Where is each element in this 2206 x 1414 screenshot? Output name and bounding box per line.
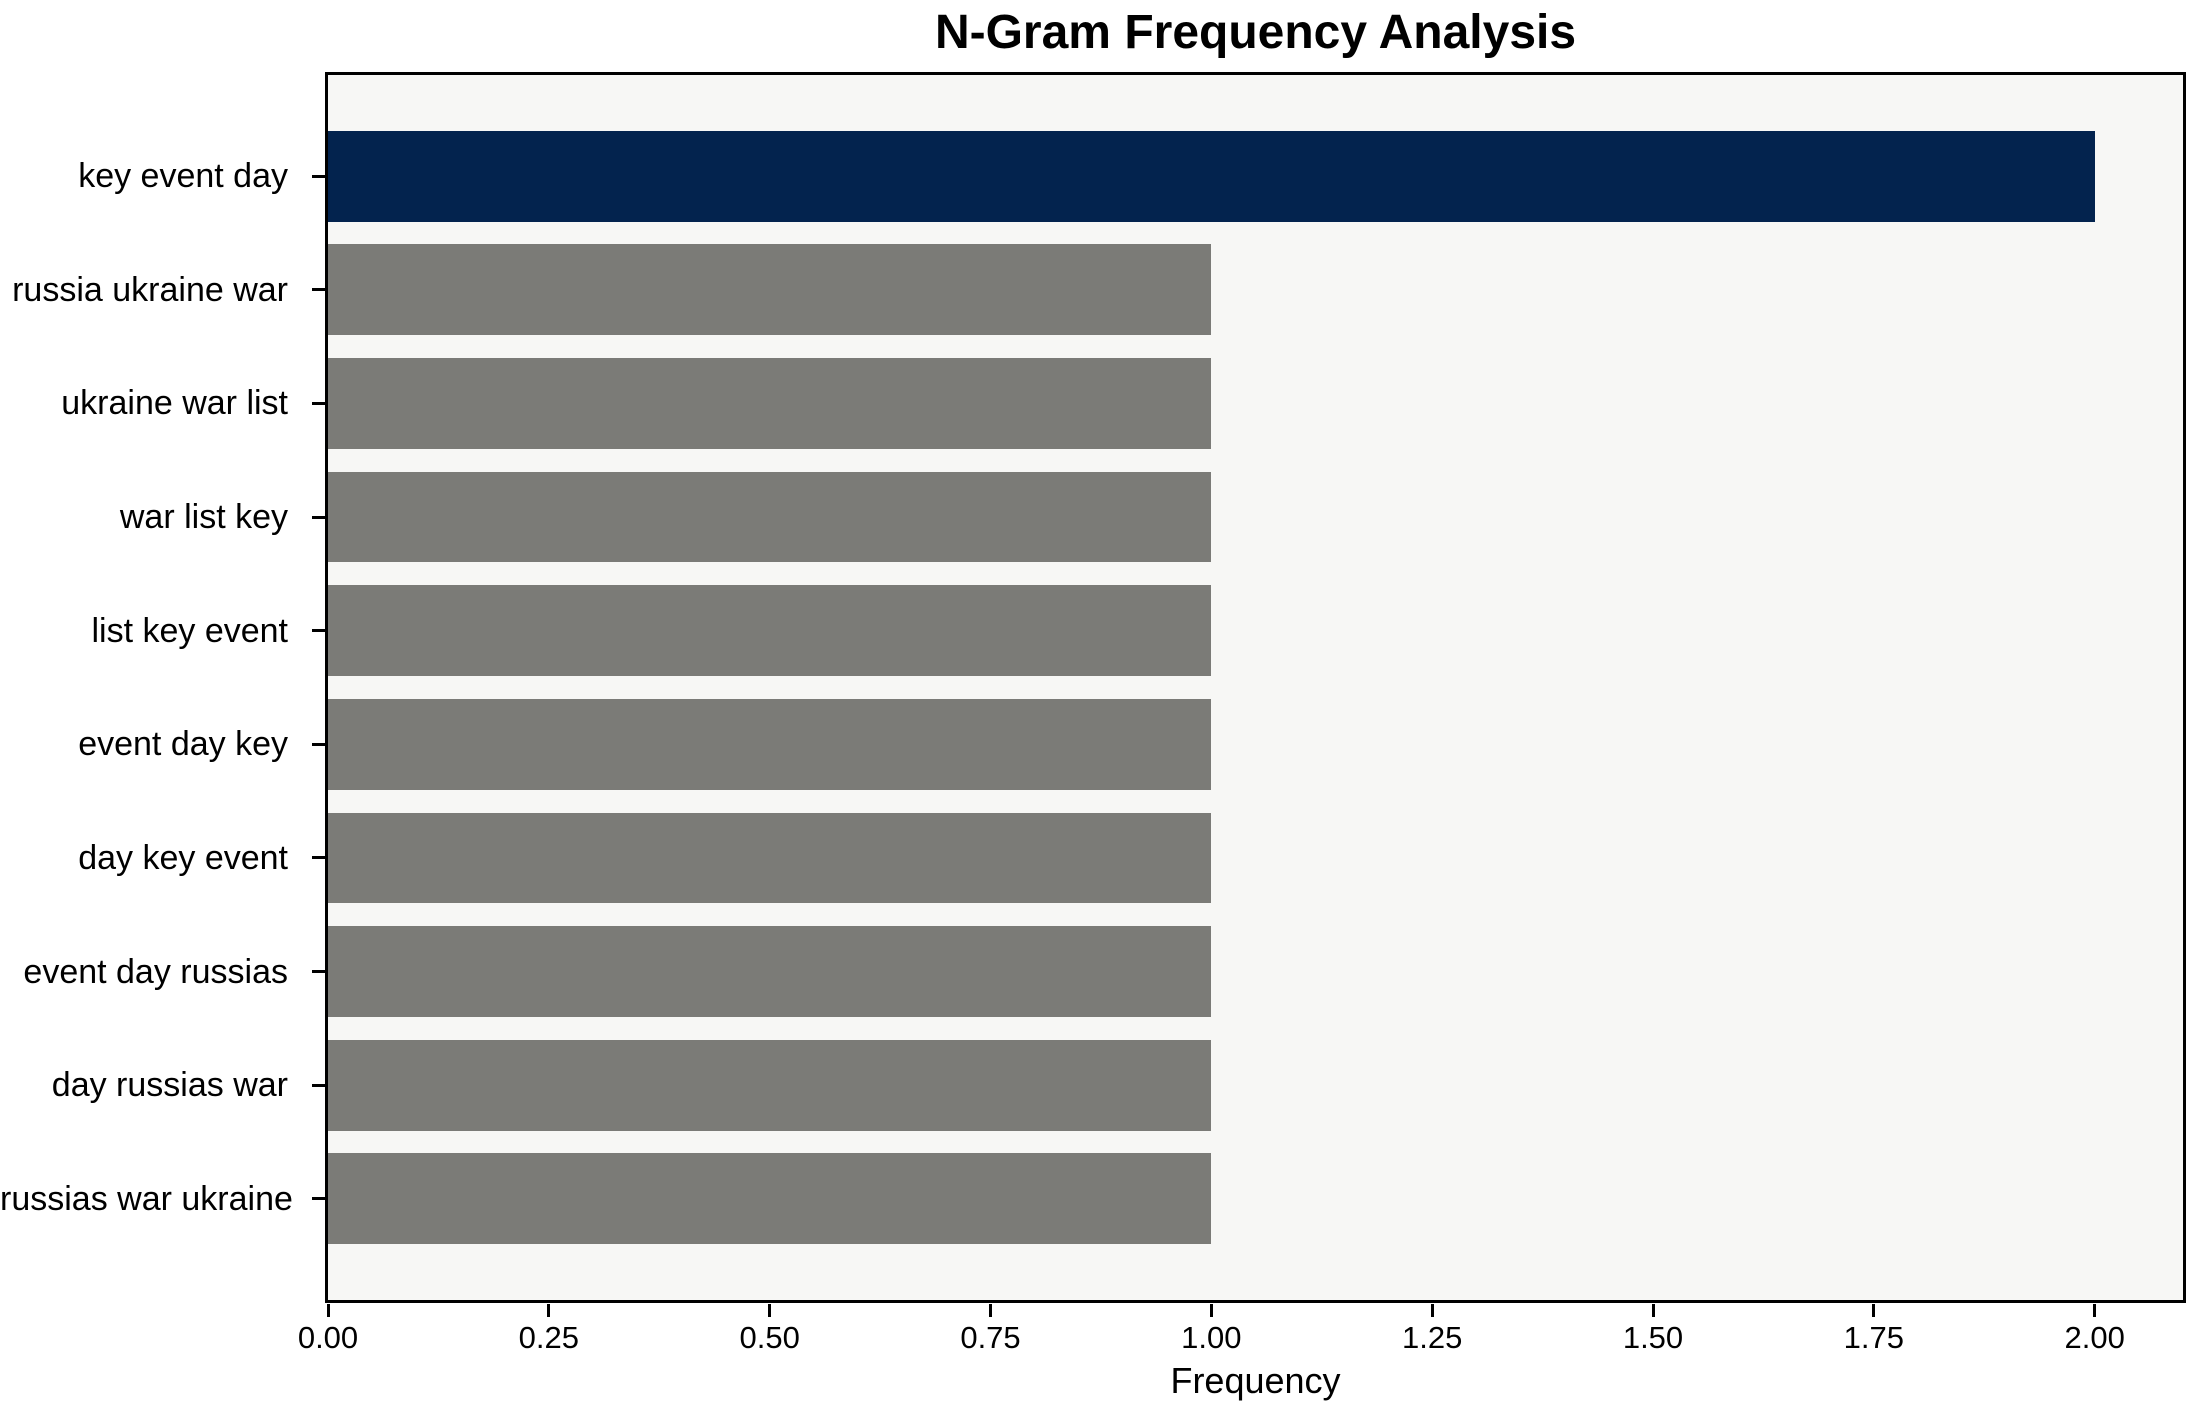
y-tick-label: key event day (78, 157, 288, 196)
x-axis-label: Frequency (1170, 1360, 1341, 1401)
x-tick-mark (768, 1304, 772, 1317)
y-tick-label: day russias war (51, 1066, 288, 1105)
y-tick-label: event day russias (23, 952, 288, 991)
bar-event-day-key (328, 698, 1212, 790)
x-tick-label: 0.00 (297, 1320, 359, 1355)
y-tick-label: russias war ukraine (0, 1179, 293, 1218)
bar-event-day-russias (328, 926, 1212, 1018)
x-tick-mark (1430, 1304, 1434, 1317)
y-tick-label: list key event (91, 611, 288, 650)
bar-russias-war-ukraine (328, 1153, 1212, 1245)
x-tick-label: 0.25 (518, 1320, 579, 1355)
y-tick-mark (312, 1197, 325, 1201)
x-tick-mark (1209, 1304, 1213, 1317)
bar-list-key-event (328, 585, 1212, 677)
x-tick-label: 0.50 (739, 1320, 800, 1355)
x-tick-label: 2.00 (2064, 1320, 2125, 1355)
y-tick-label: war list key (119, 498, 288, 537)
y-tick-mark (312, 629, 325, 633)
x-tick-label: 1.50 (1622, 1320, 1684, 1355)
x-tick-mark (547, 1304, 551, 1317)
y-tick-mark (312, 401, 325, 405)
y-tick-label: day key event (78, 838, 288, 877)
x-tick-mark (326, 1304, 330, 1317)
y-tick-label: russia ukraine war (12, 270, 288, 309)
bar-ukraine-war-list (328, 357, 1212, 449)
bar-day-key-event (328, 812, 1212, 904)
y-tick-mark (312, 515, 325, 519)
y-tick-label: ukraine war list (61, 384, 288, 423)
x-tick-mark (1872, 1304, 1876, 1317)
bar-war-list-key (328, 471, 1212, 563)
y-tick-mark (312, 742, 325, 746)
x-tick-label: 1.75 (1843, 1320, 1904, 1355)
x-tick-mark (989, 1304, 992, 1317)
bar-russia-ukraine-war (328, 244, 1212, 336)
y-tick-mark (312, 1083, 325, 1087)
y-tick-mark (312, 856, 325, 860)
plot-area (325, 72, 2186, 1303)
y-tick-label: event day key (78, 725, 288, 764)
x-tick-label: 1.00 (1181, 1320, 1242, 1355)
y-tick-mark (312, 174, 325, 178)
bar-day-russias-war (328, 1039, 1212, 1131)
y-tick-mark (312, 288, 325, 292)
x-tick-mark (1651, 1304, 1655, 1317)
x-tick-mark (2093, 1304, 2097, 1317)
x-tick-label: 1.25 (1401, 1320, 1463, 1355)
x-tick-label: 0.75 (960, 1320, 1021, 1355)
bar-key-event-day (328, 130, 2095, 222)
y-tick-mark (312, 970, 325, 974)
chart-title: N-Gram Frequency Analysis (934, 6, 1577, 59)
